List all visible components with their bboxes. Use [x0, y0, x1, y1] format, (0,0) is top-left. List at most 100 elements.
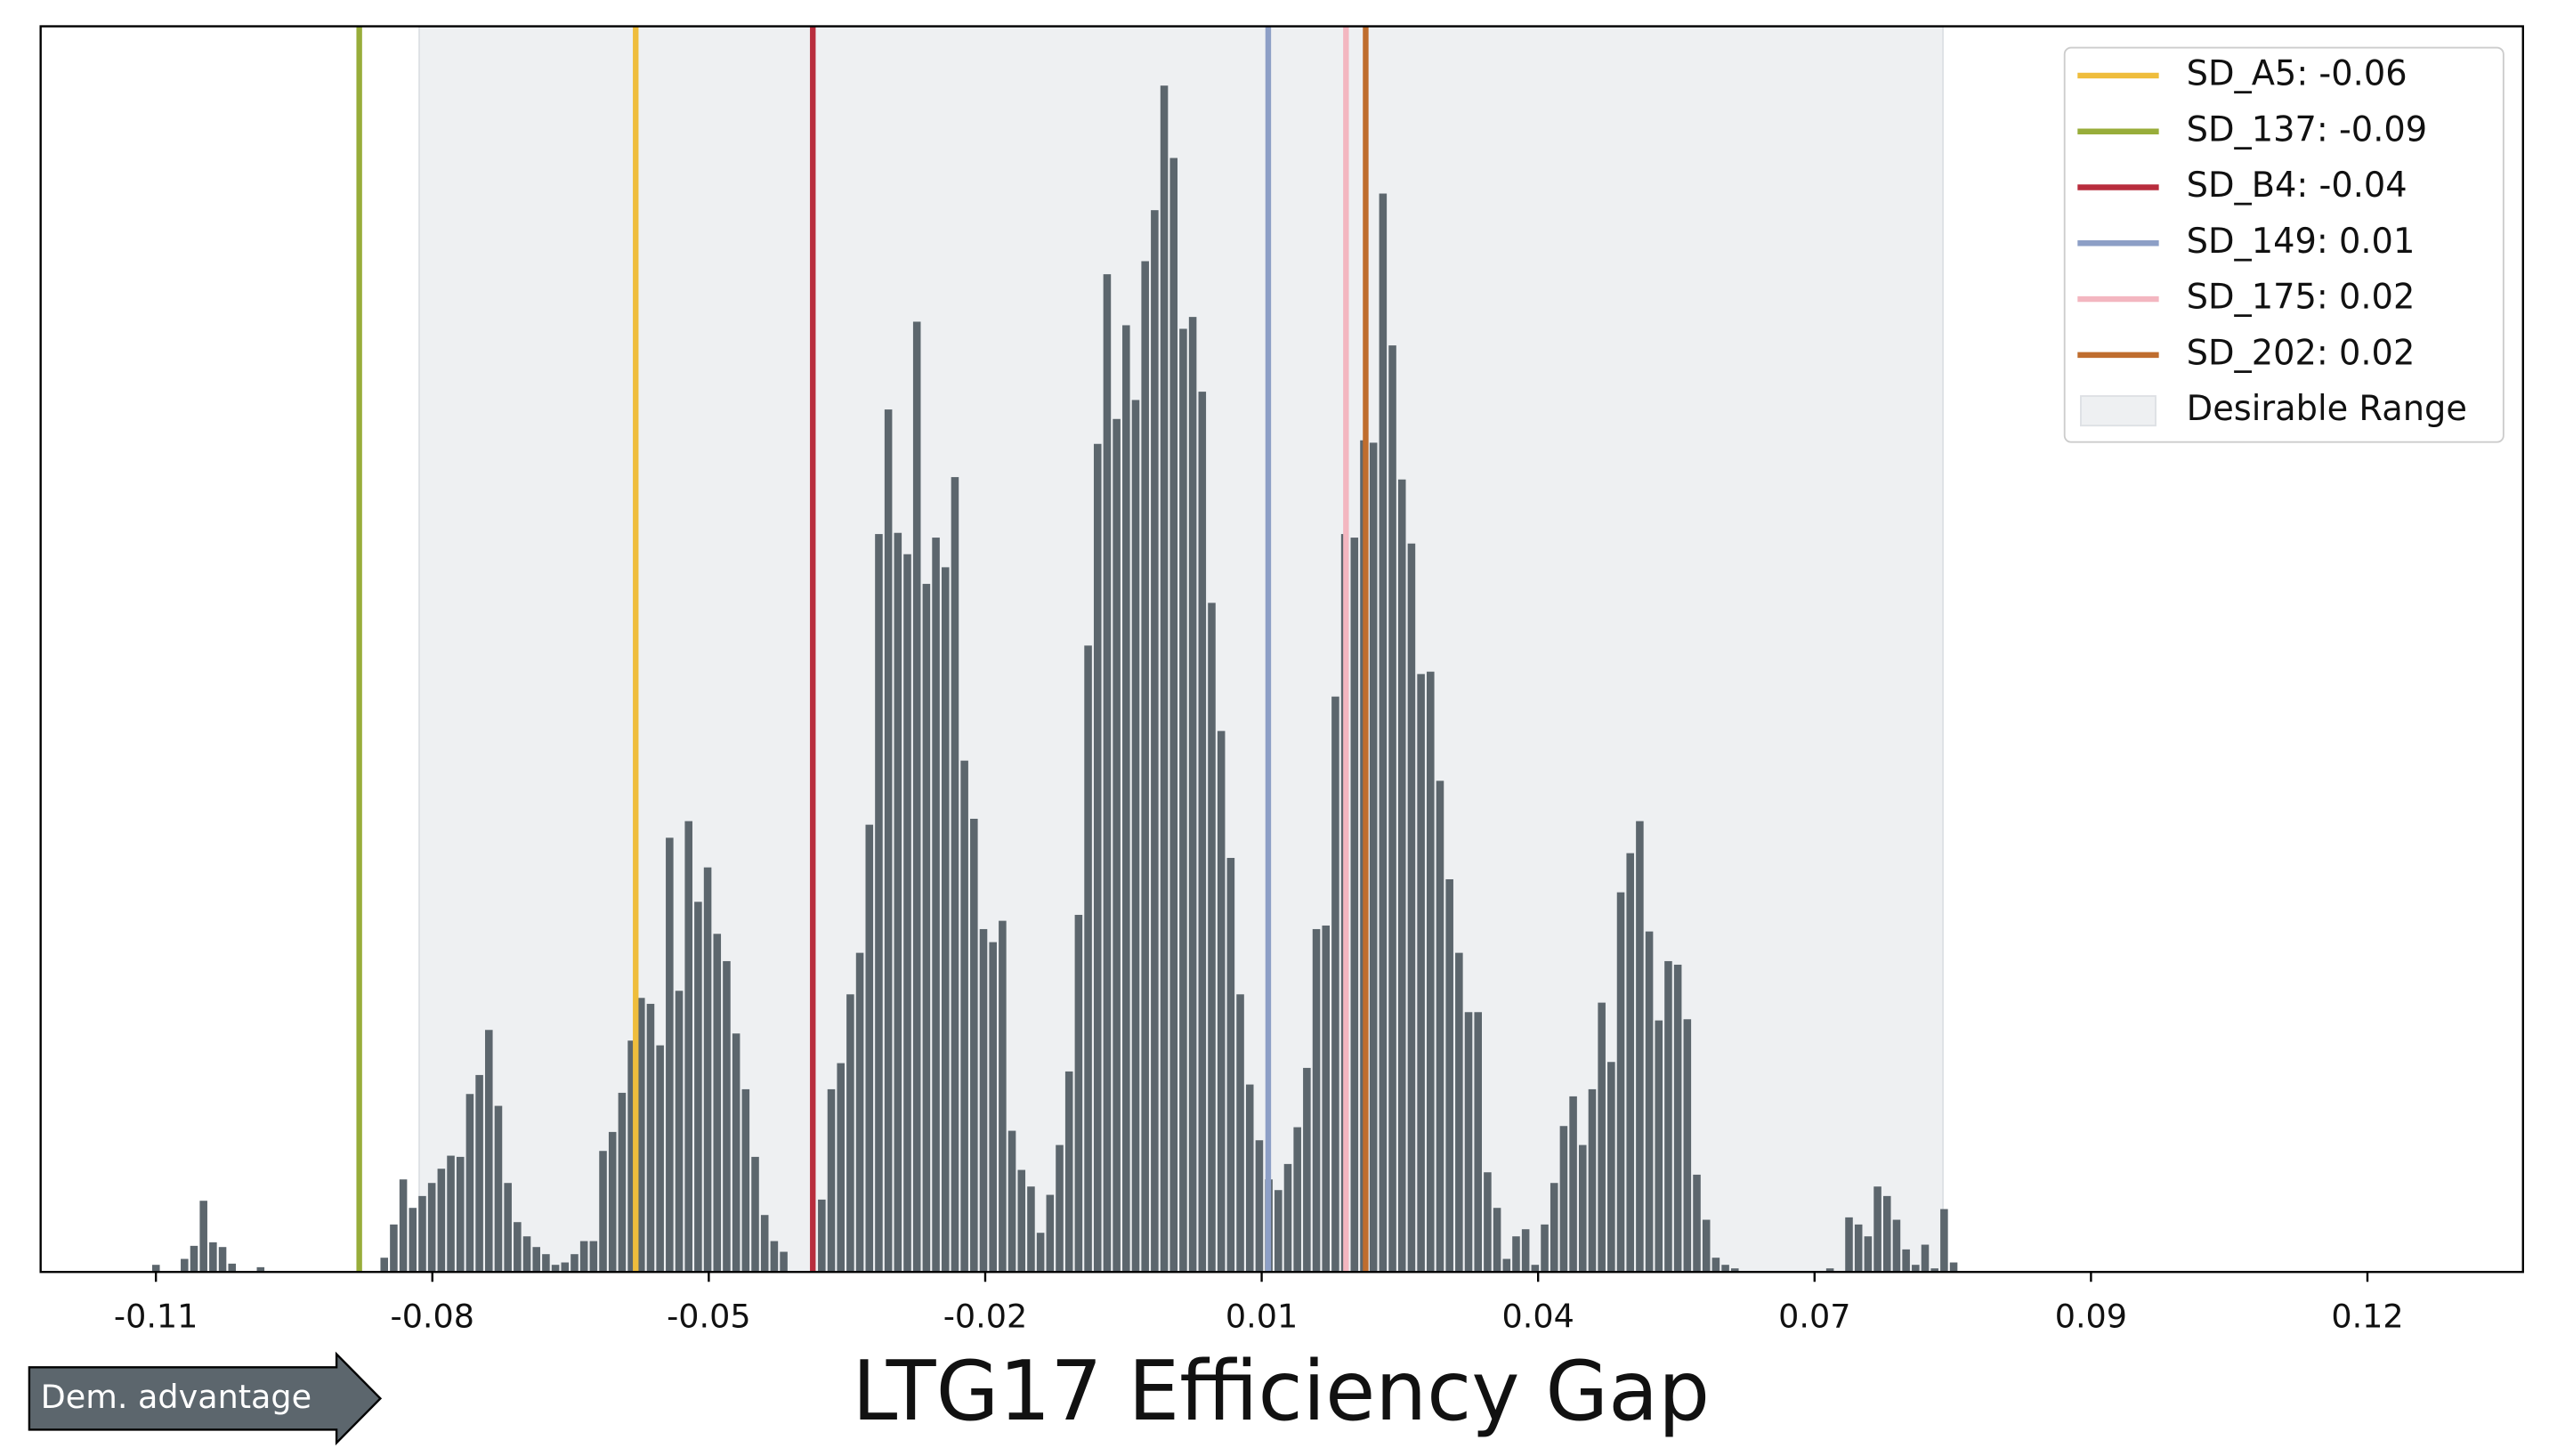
bar: [256, 1266, 265, 1273]
bar: [190, 1245, 198, 1273]
bar: [684, 821, 692, 1273]
bar: [514, 1222, 522, 1273]
legend-label: SD_B4: -0.04: [2187, 166, 2407, 206]
bar: [1645, 931, 1654, 1273]
bar: [741, 1088, 750, 1273]
bar: [551, 1265, 560, 1273]
bar: [1569, 1096, 1577, 1273]
bar: [1930, 1268, 1938, 1273]
bar: [1093, 443, 1102, 1273]
bar: [1322, 925, 1331, 1273]
bar: [1512, 1236, 1520, 1273]
x-tick-label: 0.04: [1502, 1297, 1574, 1335]
bar: [1588, 1088, 1597, 1273]
bar: [532, 1247, 540, 1273]
bar: [827, 1088, 836, 1273]
bar: [579, 1241, 588, 1273]
bar: [1636, 821, 1644, 1273]
legend-label: SD_175: 0.02: [2187, 277, 2415, 317]
bar: [228, 1263, 237, 1273]
bar: [1531, 1265, 1540, 1273]
bar: [703, 867, 712, 1273]
bar: [1702, 1219, 1711, 1273]
bar: [1711, 1258, 1720, 1273]
bar: [1474, 1012, 1482, 1273]
bar: [1655, 1020, 1663, 1273]
bar: [1122, 325, 1130, 1273]
bar: [1046, 1194, 1055, 1273]
bar: [818, 1199, 826, 1273]
bar: [209, 1242, 217, 1273]
bar: [1331, 696, 1339, 1273]
bar: [855, 952, 864, 1273]
bar: [1607, 1062, 1615, 1273]
axes-frame: [39, 25, 2524, 1274]
bar: [1550, 1183, 1558, 1273]
bar: [1198, 392, 1207, 1273]
bar: [1873, 1186, 1881, 1273]
bar: [637, 998, 645, 1273]
bar: [1521, 1229, 1530, 1273]
bar: [1902, 1249, 1910, 1273]
bar: [960, 760, 968, 1273]
bar: [1064, 1071, 1073, 1273]
bar: [1255, 1140, 1264, 1273]
bar: [1208, 603, 1216, 1273]
bar: [1940, 1209, 1948, 1273]
bar: [1179, 328, 1187, 1273]
legend-label: SD_149: 0.01: [2187, 222, 2415, 262]
bar: [932, 538, 940, 1273]
bar: [522, 1236, 531, 1273]
bar: [485, 1030, 493, 1273]
bar: [181, 1258, 189, 1273]
x-tick-label: 0.09: [2055, 1297, 2127, 1335]
bar: [1921, 1244, 1930, 1273]
x-tick-label: 0.12: [2331, 1297, 2403, 1335]
bar: [570, 1254, 579, 1273]
bar: [922, 584, 931, 1273]
bar: [1730, 1268, 1739, 1273]
bar: [1845, 1217, 1853, 1273]
bar: [751, 1156, 759, 1273]
bar: [380, 1258, 389, 1273]
bar: [1693, 1174, 1701, 1273]
bar: [656, 1045, 664, 1273]
bar: [1141, 261, 1149, 1273]
bar: [941, 567, 950, 1273]
bar: [1169, 158, 1178, 1273]
bar: [199, 1201, 207, 1273]
bar: [504, 1183, 512, 1273]
x-tick-label: 0.01: [1226, 1297, 1298, 1335]
x-tick-label: -0.08: [391, 1297, 474, 1335]
bar: [713, 934, 722, 1273]
bar: [589, 1241, 598, 1273]
bar: [675, 991, 684, 1273]
bar: [1217, 731, 1226, 1273]
bar: [1056, 1145, 1064, 1273]
bar: [1312, 928, 1321, 1273]
bar: [409, 1208, 417, 1273]
bar: [1683, 1019, 1692, 1273]
bar: [1369, 442, 1378, 1273]
bar: [218, 1247, 227, 1273]
bar: [627, 1040, 635, 1273]
bar: [760, 1215, 769, 1273]
x-axis-label: LTG17 Efficiency Gap: [853, 1344, 1711, 1440]
bar: [1084, 645, 1092, 1273]
bar: [1436, 781, 1444, 1273]
bar: [1226, 857, 1235, 1273]
bar: [1350, 538, 1359, 1273]
x-tick-label: -0.05: [667, 1297, 750, 1335]
legend-box: [2063, 46, 2504, 443]
bar: [1445, 878, 1453, 1273]
bar: [1113, 418, 1121, 1273]
bar: [1541, 1224, 1549, 1273]
legend: SD_A5: -0.06 SD_137: -0.09 SD_B4: -0.04 SD_…: [2063, 46, 2504, 443]
bar: [1017, 1169, 1026, 1273]
annotation-text: Dem. advantage: [41, 1378, 312, 1416]
bar: [1388, 345, 1396, 1273]
bar: [1455, 952, 1463, 1273]
bar: [1236, 994, 1244, 1273]
bar: [646, 1003, 655, 1273]
